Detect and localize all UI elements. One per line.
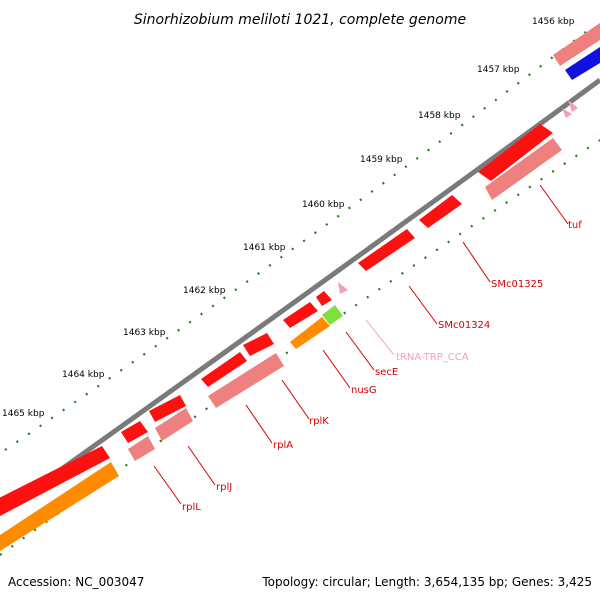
accession-text: Accession: NC_003047: [8, 575, 144, 589]
leader-smc01325: [462, 241, 491, 283]
feature-light[interactable]: [128, 436, 155, 461]
leader-smc01324: [408, 285, 438, 325]
gene-label[interactable]: rplL: [182, 502, 201, 513]
topology-summary: Topology: circular; Length: 3,654,135 bp…: [261, 575, 592, 589]
gene-label[interactable]: rplK: [309, 416, 329, 427]
feature-light[interactable]: [553, 23, 600, 66]
tick-label: 1461 kbp: [243, 243, 286, 253]
feature-light[interactable]: [208, 353, 284, 408]
feature-smc01324[interactable]: [358, 229, 415, 271]
feature-rplj[interactable]: [201, 352, 247, 387]
feature-rpll[interactable]: [149, 395, 186, 422]
leader-rpll: [153, 465, 182, 505]
trna-marker[interactable]: [338, 282, 348, 294]
feature-smc01325[interactable]: [419, 195, 462, 228]
features-outer: [0, 23, 600, 516]
map-title: Sinorhizobium meliloti 1021, complete ge…: [134, 12, 466, 28]
gene-labels: tuf SMc01325 SMc01324 tRNA-TRP_CCA secE …: [182, 220, 582, 513]
rna-label[interactable]: tRNA-TRP_CCA: [396, 352, 469, 363]
feature-blue[interactable]: [565, 47, 600, 80]
gene-label[interactable]: SMc01324: [438, 320, 490, 331]
tick-labels: 1456 kbp 1457 kbp 1458 kbp 1459 kbp 1460…: [2, 17, 575, 419]
tick-label: 1464 kbp: [62, 370, 105, 380]
leader-sece: [345, 331, 375, 371]
leader-nusg: [322, 349, 351, 389]
features-inner: [0, 138, 562, 551]
feature-red-left[interactable]: [0, 446, 110, 516]
genome-backbone: [0, 77, 600, 516]
tick-label: 1460 kbp: [302, 200, 345, 210]
feature-sece[interactable]: [316, 291, 332, 306]
gene-label[interactable]: rplJ: [216, 482, 232, 493]
feature-orange[interactable]: [290, 317, 330, 349]
gene-label[interactable]: tuf: [568, 220, 582, 231]
feature-rplk[interactable]: [283, 302, 318, 328]
tick-label: 1465 kbp: [2, 409, 45, 419]
feature-light[interactable]: [155, 408, 193, 441]
trna-marker[interactable]: [562, 108, 572, 118]
leader-lines: [153, 184, 569, 505]
tick-label: 1456 kbp: [532, 17, 575, 27]
leader-rpla: [245, 404, 273, 444]
trna-markers: [338, 100, 578, 294]
leader-tuf: [539, 184, 569, 225]
leader-rplk: [281, 379, 310, 420]
gene-label[interactable]: SMc01325: [491, 279, 543, 290]
feature-orange-left[interactable]: [0, 462, 119, 551]
gene-label[interactable]: rplA: [273, 440, 293, 451]
feature-red-small[interactable]: [121, 421, 148, 443]
trna-marker[interactable]: [568, 100, 578, 112]
tick-label: 1463 kbp: [123, 328, 166, 338]
outer-tick-ring: [4, 24, 596, 451]
gene-label[interactable]: nusG: [351, 385, 377, 396]
tick-label: 1459 kbp: [360, 155, 403, 165]
gene-label[interactable]: secE: [375, 367, 398, 378]
tick-label: 1458 kbp: [418, 111, 461, 121]
tick-label: 1462 kbp: [183, 286, 226, 296]
feature-light[interactable]: [485, 138, 562, 200]
feature-green[interactable]: [322, 305, 343, 325]
tick-label: 1457 kbp: [477, 65, 520, 75]
leader-rplj: [187, 445, 216, 486]
leader-trna: [365, 319, 395, 356]
feature-tuf[interactable]: [478, 124, 553, 181]
feature-rpla[interactable]: [243, 333, 274, 356]
